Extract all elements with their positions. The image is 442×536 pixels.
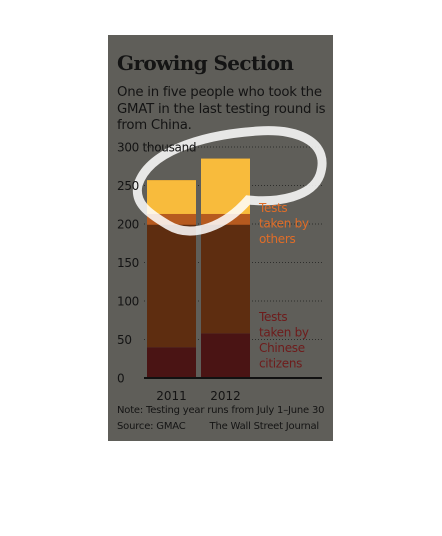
legend-label-chinese-citizens: Tests taken by Chinese citizens — [258, 310, 309, 371]
legend-label-others: Tests taken by others — [258, 201, 309, 246]
bar-highlight — [147, 180, 196, 214]
y-tick-label: 200 — [117, 218, 139, 232]
bar-highlight-edge — [147, 213, 196, 225]
x-tick-label: 2012 — [210, 389, 241, 403]
y-tick-label: 50 — [117, 333, 132, 347]
chart-subtitle: One in five people who took the GMAT in … — [117, 85, 326, 133]
stacked-bar-chart: 0 50 100 150 200 250 300 thousand 2011 2012 Tests… — [117, 126, 327, 403]
y-tick-label: 100 — [117, 295, 139, 309]
x-tick-label: 2011 — [156, 389, 187, 403]
y-tick-label: 300 thousand — [117, 141, 196, 155]
chart-credit: The Wall Street Journal — [209, 421, 320, 432]
bar-chinese-citizens — [147, 347, 196, 378]
chart-source: Source: GMAC — [117, 421, 186, 432]
chart-title: Growing Section — [117, 51, 294, 75]
y-tick-label: 0 — [117, 372, 124, 386]
y-tick-label: 250 — [117, 179, 139, 193]
y-tick-label: 150 — [117, 256, 139, 270]
chart-card: Growing Section One in five people who t… — [108, 35, 333, 441]
chart-note: Note: Testing year runs from July 1–June… — [117, 405, 325, 416]
annotation-ring — [132, 126, 327, 236]
bar-chinese-citizens — [201, 333, 250, 378]
